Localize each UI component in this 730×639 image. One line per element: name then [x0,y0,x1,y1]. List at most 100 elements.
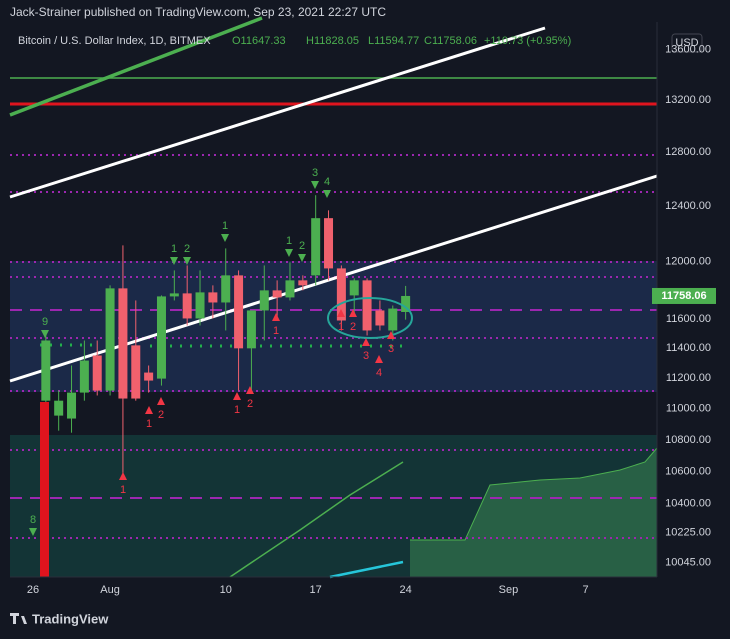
candle-body [208,292,218,303]
brand-logo [10,613,27,624]
y-tick-label: 10600.00 [665,465,711,477]
candle-body [272,290,282,298]
indicator-bar [40,402,49,577]
x-tick-label: 17 [310,584,322,596]
candle-body [182,293,192,319]
candle-body [388,308,398,331]
annotation-arrow [272,313,280,321]
annotation-arrow [29,528,37,536]
range-zone [10,261,657,392]
annotation: 8 [30,514,36,526]
annotation: 2 [184,243,190,255]
annotation: 1 [273,325,279,337]
candle-body [41,340,51,401]
trend-line [9,16,263,117]
indicator-area [410,448,657,577]
candle-body [349,280,359,296]
y-tick-label: 10800.00 [665,434,711,446]
ohlc-value: C11758.06 [424,35,477,47]
candle-body [259,290,269,311]
annotation: 3 [312,167,318,179]
ohlc-value: H11828.05 [306,35,359,47]
annotation-arrow [183,257,191,265]
y-tick-label: 12800.00 [665,146,711,158]
y-tick-label: 13600.00 [665,43,711,55]
y-tick-label: 10045.00 [665,557,711,569]
x-tick-label: 10 [220,584,232,596]
annotation-arrow [233,392,241,400]
annotation-arrow [41,330,49,338]
candle-body [67,392,77,419]
currency-box[interactable] [671,33,703,53]
indicator-line-cyan [329,560,404,579]
candle-body [336,268,346,321]
ohlc-value: L11594.77 [368,35,419,47]
currency[interactable]: USD [675,37,698,49]
annotation: 2 [350,321,356,333]
ohlc-value: +110.73 (+0.95%) [484,35,571,47]
last-price-tag [652,287,716,304]
annotation-arrow [145,406,153,414]
candle-body [234,275,244,349]
y-tick-label: 11600.00 [666,313,711,325]
annotation: 4 [324,176,330,188]
candle-body [298,280,308,286]
annotation: 1 [120,484,126,496]
y-tick-label: 11000.00 [666,403,711,415]
annotation-arrow [375,355,383,363]
y-tick-label: 13200.00 [665,94,711,106]
candles [41,195,411,479]
symbol-title: Bitcoin / U.S. Dollar Index, 1D, BITMEX [18,35,211,47]
annotation: 3 [388,343,394,355]
publisher: Jack-Strainer published on TradingView.c… [10,5,386,19]
footer [0,604,730,639]
highlight-ellipse [327,297,413,339]
candle-body [105,288,115,391]
candle-body [92,355,102,391]
annotation: 2 [299,240,305,252]
candle-body [54,400,64,416]
x-tick-label: 26 [27,584,39,596]
candle-body [324,218,334,269]
annotation-arrow [157,397,165,405]
annotation: 2 [158,409,164,421]
candle-body [131,345,141,399]
annotation-arrow [221,234,229,242]
ohlc-value: O11647.33 [232,35,286,47]
candle-body [311,218,321,276]
trend-line [9,26,546,199]
annotation-arrow [311,181,319,189]
candle-body [401,295,411,312]
candle-body [118,288,128,399]
x-tick-label: Sep [499,584,519,596]
candle-body [79,360,89,393]
annotation: 3 [363,350,369,362]
annotation-arrow [246,386,254,394]
annotation-arrow [337,309,345,317]
y-tick-label: 10225.00 [665,526,711,538]
candle-body [221,275,231,303]
y-tick-label: 10400.00 [665,498,711,510]
annotation-arrow [349,309,357,317]
annotation-arrow [170,257,178,265]
x-tick-label: Aug [100,584,120,596]
y-tick-label: 12000.00 [665,255,711,267]
trend-line [9,174,658,383]
y-tick-label: 11400.00 [666,342,711,354]
y-tick-label: 11200.00 [666,372,711,384]
annotation-arrow [298,254,306,262]
ohlc-legend: O11647.33 H11828.05 L11594.77 C11758.06 +110… [232,35,571,47]
candle-body [375,310,385,326]
candle-body [195,292,205,319]
last-price-label: 11758.06 [661,290,706,302]
indicator-area-edge [410,447,658,541]
x-tick-label: 24 [400,584,412,596]
annotation-arrow [362,338,370,346]
y-tick-label: 12400.00 [665,200,711,212]
candle-body [156,296,166,379]
annotation: 1 [234,404,240,416]
annotation: 1 [146,418,152,430]
annotation-arrow [285,249,293,257]
